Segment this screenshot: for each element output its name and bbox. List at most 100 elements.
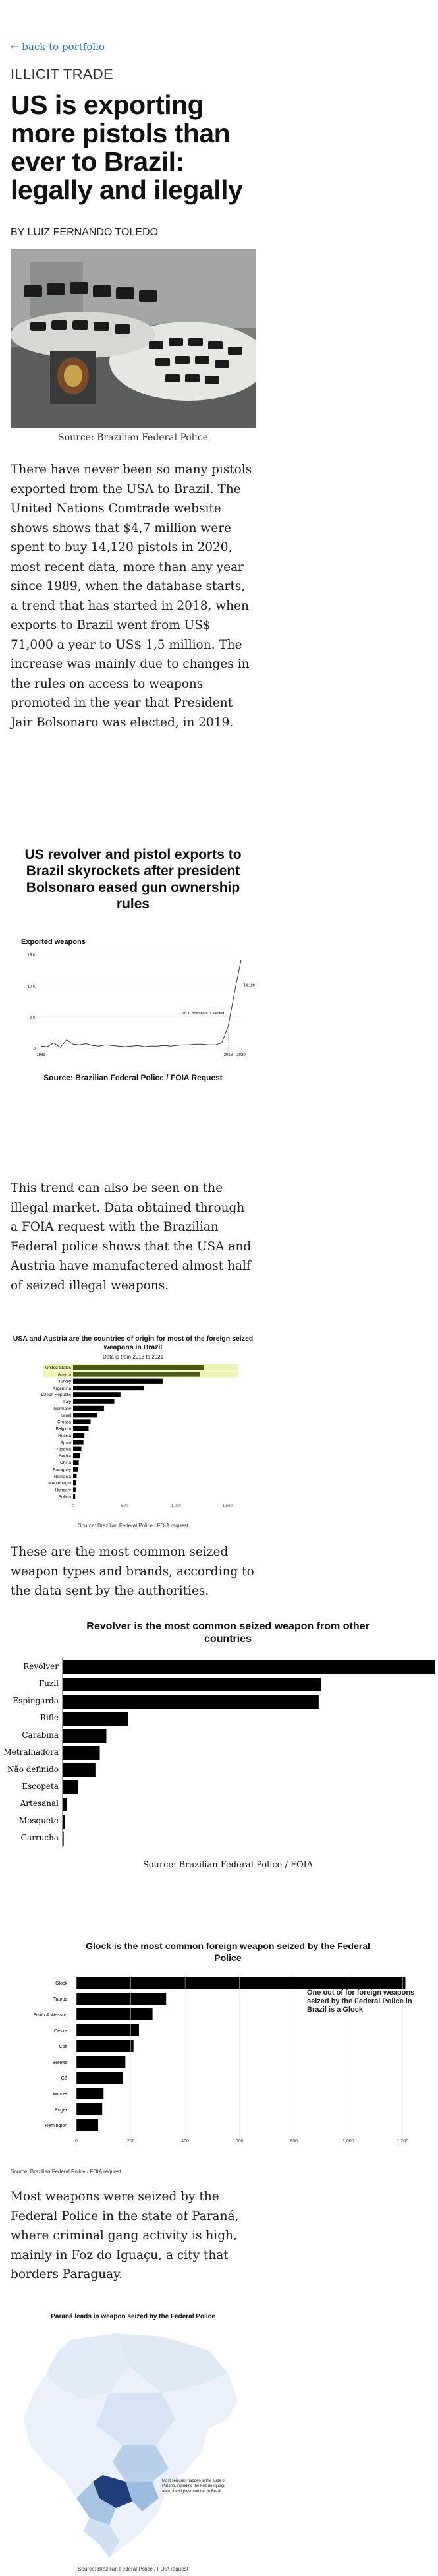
chart2-category-label: Turkey: [58, 1380, 71, 1384]
headline: US is exporting more pistols than ever t…: [11, 90, 243, 205]
chart1-xtick: 1989: [36, 1053, 45, 1057]
parana-paragraph: Most weapons were seized by the Federal …: [11, 2190, 239, 2281]
chart3-category-label: Não definido: [7, 1765, 59, 1774]
chart4-bar: [76, 1993, 167, 2005]
chart2-bar: [73, 1440, 84, 1445]
chart2-category-label: Argentina: [53, 1386, 71, 1391]
chart2-bar: [73, 1399, 115, 1404]
section-kicker: ILLICIT TRADE: [11, 66, 113, 82]
chart2-bar: [73, 1460, 79, 1465]
chart3-source: Source: Brazilian Federal Police / FOIA: [142, 1860, 314, 1870]
chart1-ylabel: Exported weapons: [21, 938, 86, 946]
chart1-source: Source: Brazilian Federal Police / FOIA …: [43, 1073, 223, 1082]
chart4-bar: [76, 2040, 134, 2052]
chart2-bar: [73, 1385, 144, 1391]
chart3-category-label: Garrucha: [20, 1833, 59, 1842]
chart2-category-label: Romania: [54, 1475, 71, 1479]
intro-paragraph: There have never been so many pistols ex…: [11, 463, 252, 730]
chart2-category-label: Belgium: [56, 1427, 71, 1432]
chart2-xtick: 1,500: [223, 1504, 233, 1508]
chart4-category-label: Ceska: [54, 2029, 67, 2034]
chart3-bar: [63, 1815, 65, 1829]
chart2-bar: [73, 1494, 76, 1499]
chart1-title: US revolver and pistol exports to Brazil…: [24, 847, 242, 912]
chart2-bar: [73, 1467, 78, 1472]
chart5-title: Paraná leads in weapon seized by the Fed…: [51, 2313, 215, 2320]
chart3-plot: Revólver Fuzil Espingarda Rifle Carabina Metr…: [0, 1654, 438, 1852]
chart2-category-label: Albania: [57, 1448, 71, 1452]
chart4-bar: [76, 2119, 99, 2131]
chart5-map: [11, 2320, 256, 2564]
chart2-bar: [73, 1446, 82, 1451]
chart4-title: Glock is the most common foreign weapon …: [86, 1941, 370, 1963]
chart4-bar: [76, 2056, 126, 2068]
chart4-xtick: 400: [181, 2139, 189, 2144]
chart2-subtitle: Data is from 2013 to 2021: [102, 1354, 164, 1360]
chart4-bar: [76, 2088, 104, 2099]
chart2-bar: [73, 1453, 80, 1459]
chart3-bar: [63, 1729, 107, 1743]
chart2-category-label: Paraguay: [53, 1468, 72, 1473]
chart2-category-label: Israel: [61, 1413, 71, 1418]
chart4-bar: [76, 2008, 153, 2020]
chart3-bar: [63, 1780, 78, 1794]
chart4-category-label: Smith & Wesson: [33, 2013, 67, 2018]
chart3-category-label: Escopeta: [22, 1782, 59, 1791]
back-to-portfolio-link[interactable]: ← back to portfolio: [11, 41, 105, 53]
chart1-series-line: [40, 960, 242, 1048]
weapon-types-paragraph: These are the most common seized weapon …: [11, 1545, 254, 1598]
chart4-category-label: Beretta: [52, 2061, 67, 2065]
chart1-annotation-election: Jan 1: Bolsonaro is elected: [180, 1012, 224, 1016]
chart2-bar: [73, 1473, 77, 1479]
chart2-category-label: Montenegro: [48, 1481, 71, 1486]
chart2-category-label: Serbia: [59, 1454, 71, 1459]
hero-caption: Source: Brazilian Federal Police: [58, 432, 208, 443]
chart4-xtick: 1,000: [342, 2139, 354, 2144]
chart4-bar: [76, 2103, 103, 2115]
chart4-annotation: One out of for foreign weapons seized by…: [307, 1989, 415, 2014]
chart2-xtick: 1,000: [171, 1504, 182, 1508]
chart4-category-label: CZ: [61, 2076, 68, 2081]
chart4-source: Source: Brazilian Federal Police / FOIA …: [11, 2169, 121, 2175]
chart2-bar: [73, 1487, 76, 1492]
chart2-bar: [73, 1372, 200, 1377]
chart2-bar: [73, 1419, 91, 1424]
chart3-category-label: Revólver: [23, 1662, 59, 1671]
chart4-plot: Glock Taurus Smith & Wesson Ceska Colt Berett…: [0, 1971, 438, 2155]
chart3-category-label: Fuzil: [39, 1679, 59, 1688]
chart1-xtick: 2018: [224, 1053, 233, 1057]
chart1-ytick: 0: [34, 1047, 36, 1051]
chart4-bar: [76, 2072, 123, 2084]
chart2-category-label: Russia: [58, 1434, 71, 1438]
chart2-title: USA and Austria are the countries of ori…: [13, 1335, 254, 1351]
chart2-bar: [73, 1413, 97, 1418]
chart1-ytick: 5 K: [30, 1016, 36, 1020]
chart4-xtick: 0: [75, 2139, 78, 2144]
chart4-xtick: 600: [236, 2139, 244, 2144]
chart2-bar: [73, 1480, 76, 1486]
chart3-category-label: Carabina: [22, 1730, 59, 1740]
chart3-title: Revolver is the most common seized weapo…: [86, 1621, 370, 1645]
chart2-category-label: Bolivia: [59, 1495, 72, 1500]
chart3-bar: [63, 1746, 100, 1760]
chart2-category-label: Czech Republic: [41, 1393, 71, 1397]
chart4-category-label: Ruger: [55, 2108, 68, 2113]
chart3-bar: [63, 1678, 321, 1691]
chart3-category-label: Metralhadora: [3, 1747, 59, 1757]
chart1-plot: Exported weapons 15 K 10 K 5 K 0 1989 2018 2020…: [11, 936, 277, 1061]
chart2-category-label: Italy: [63, 1400, 72, 1405]
chart2-xtick: 0: [72, 1504, 74, 1508]
chart2-bar: [73, 1426, 89, 1431]
byline: BY LUIZ FERNANDO TOLEDO: [11, 227, 159, 238]
chart4-category-label: Taurus: [53, 1997, 68, 2002]
chart2-category-label: China: [60, 1461, 71, 1465]
chart2-bar: [73, 1392, 121, 1397]
chart4-bar: [76, 1977, 406, 1989]
chart2-bar: [73, 1405, 104, 1411]
chart3-category-label: Mosquete: [19, 1816, 59, 1825]
chart3-bar: [63, 1695, 319, 1709]
chart3-bar: [63, 1798, 67, 1811]
chart3-bar: [63, 1832, 64, 1846]
chart1-ytick: 10 K: [28, 985, 36, 989]
chart2-bar: [73, 1433, 85, 1438]
